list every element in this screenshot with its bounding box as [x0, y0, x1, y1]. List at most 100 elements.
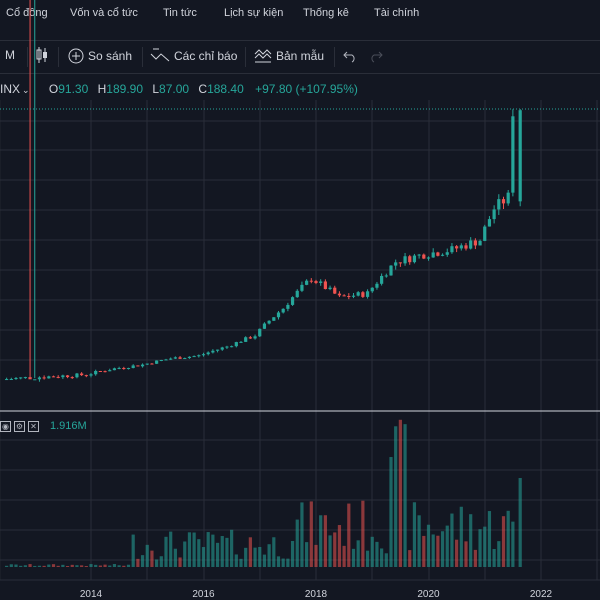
symbol-label[interactable]: INX [0, 82, 21, 96]
candle-body [126, 368, 131, 370]
candle-body [276, 312, 281, 318]
volume-bar [169, 531, 173, 567]
interval-button[interactable]: M [5, 48, 15, 62]
candle-body [103, 371, 107, 373]
candle-body [28, 377, 32, 380]
close-icon[interactable]: ✕ [28, 420, 39, 432]
volume-bar [487, 511, 492, 567]
candle-body [389, 265, 393, 276]
redo-button[interactable] [369, 49, 383, 63]
volume-bar [244, 547, 248, 567]
volume-bar [445, 525, 449, 567]
candle-body [464, 245, 468, 249]
volume-bar [248, 537, 252, 567]
templates-button[interactable]: Bản mẫu [254, 48, 324, 64]
candle-body [215, 349, 220, 351]
candle-body [384, 275, 388, 277]
undo-button[interactable] [343, 49, 357, 63]
candle-body [356, 292, 360, 296]
volume-bar [33, 565, 37, 567]
candle-body [319, 281, 323, 283]
volume-bar [398, 419, 402, 567]
candle-body [436, 252, 440, 256]
candle-body [501, 199, 506, 204]
volume-layer [5, 419, 522, 567]
chevron-down-icon[interactable]: ⌄ [22, 85, 30, 95]
volume-bar [150, 550, 154, 567]
volume-bar [173, 548, 177, 567]
volume-bar [126, 564, 131, 567]
open-key: O [48, 82, 59, 96]
candle-body [281, 308, 285, 313]
volume-bar [197, 539, 201, 567]
volume-bar [89, 564, 93, 567]
redo-icon [371, 51, 383, 63]
nav-item-tin-tuc[interactable]: Tin tức [163, 7, 197, 19]
volume-bar [75, 565, 79, 567]
candle-body [178, 357, 182, 359]
indicators-button[interactable]: Các chỉ báo [150, 48, 237, 64]
change-value: +97.80 (+107.95%) [255, 82, 358, 96]
candle-body [56, 376, 60, 378]
candle-body [239, 341, 243, 343]
nav-item-thong-ke[interactable]: Thống kê [303, 7, 349, 19]
candle-body [150, 363, 154, 365]
volume-bar [431, 534, 435, 567]
open-value: 91.30 [58, 82, 89, 96]
volume-bar [183, 541, 187, 567]
nav-item-co-dong[interactable]: Cổ đông [6, 7, 48, 19]
candle-body [258, 328, 262, 337]
volume-bar [511, 521, 515, 567]
candle-body [347, 296, 351, 298]
volume-bar [51, 564, 56, 567]
candle-body [394, 262, 398, 266]
compare-button[interactable]: So sánh [68, 48, 132, 64]
candle-body [201, 354, 206, 356]
volume-bar [145, 544, 149, 567]
volume-bar [380, 548, 384, 567]
eye-icon[interactable]: ◉ [0, 420, 11, 432]
candle-body [305, 280, 309, 285]
volume-bar [478, 529, 482, 567]
candle-body [42, 377, 46, 379]
candle-body [140, 364, 145, 367]
x-tick-label: 2014 [80, 589, 103, 600]
nav-item-tai-chinh[interactable]: Tài chính [374, 7, 420, 19]
candle-body [169, 358, 173, 360]
nav-item-lich-su-kien[interactable]: Lịch sự kiện [224, 7, 284, 19]
candle-body [33, 379, 37, 381]
chart-grid [0, 100, 600, 580]
candle-body [403, 256, 407, 264]
volume-bar [98, 565, 102, 567]
candle-body [497, 199, 501, 210]
volume-bar [9, 564, 13, 567]
candle-body [19, 377, 23, 379]
candle-body [422, 254, 426, 259]
volume-bar [469, 514, 473, 567]
candle-body [314, 281, 318, 283]
candle-body [220, 347, 224, 350]
volume-bar [225, 537, 229, 567]
candle-body [408, 256, 412, 263]
volume-bar [84, 566, 88, 567]
candle-body [511, 116, 515, 193]
volume-bar [501, 516, 506, 567]
volume-bar [417, 515, 421, 567]
volume-bar [19, 565, 23, 567]
candle-body [230, 346, 234, 348]
candle-body [361, 292, 365, 297]
volume-bar [239, 558, 243, 567]
volume-bar [192, 532, 196, 567]
volume-bar [464, 541, 468, 567]
settings-icon[interactable]: ⚙ [14, 420, 25, 432]
candle-type-button[interactable] [35, 46, 49, 64]
nav-item-von-co-tuc[interactable]: Vốn và cổ tức [70, 7, 138, 19]
candle-body [370, 287, 374, 292]
candle-body [262, 323, 267, 329]
low-key: L [152, 82, 160, 96]
volume-bar [14, 564, 18, 567]
volume-bar [295, 519, 299, 567]
candle-body [459, 245, 463, 249]
volume-bar [230, 529, 234, 567]
candle-body [333, 287, 337, 294]
